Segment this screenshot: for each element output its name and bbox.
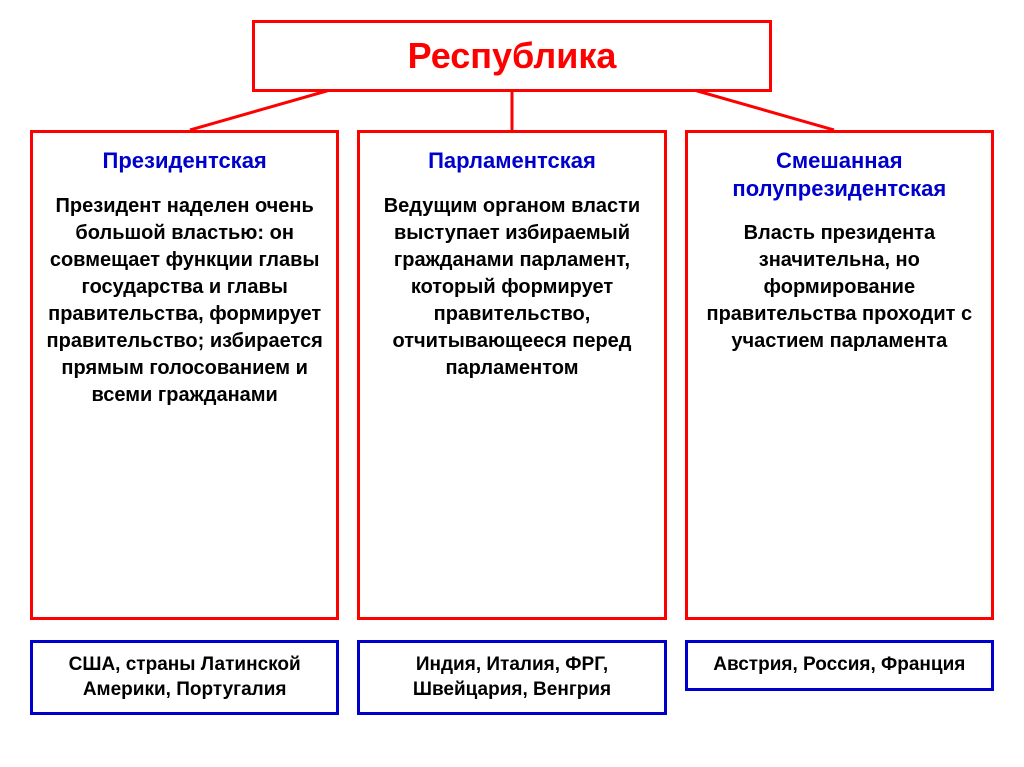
examples-box: Индия, Италия, ФРГ, Швейцария, Венгрия [357,640,666,715]
examples-text: США, страны Латинской Америки, Португали… [69,654,301,700]
column-description: Президент наделен очень большой властью:… [43,193,326,409]
column-mixed: Смешанная полупрезидентская Власть прези… [685,130,994,715]
column-description: Власть президента значительна, но формир… [698,220,981,355]
connector-lines [30,90,994,130]
column-heading: Президентская [43,147,326,175]
description-box: Парламентская Ведущим органом власти выс… [357,130,666,620]
columns-container: Президентская Президент наделен очень бо… [30,130,994,715]
column-parliamentary: Парламентская Ведущим органом власти выс… [357,130,666,715]
column-description: Ведущим органом власти выступает избирае… [370,193,653,382]
column-heading: Смешанная полупрезидентская [698,147,981,202]
description-box: Смешанная полупрезидентская Власть прези… [685,130,994,620]
examples-text: Австрия, Россия, Франция [713,654,965,675]
examples-box: США, страны Латинской Америки, Португали… [30,640,339,715]
column-heading: Парламентская [370,147,653,175]
examples-text: Индия, Италия, ФРГ, Швейцария, Венгрия [413,654,611,700]
examples-box: Австрия, Россия, Франция [685,640,994,691]
title-box: Республика [252,20,772,92]
column-presidential: Президентская Президент наделен очень бо… [30,130,339,715]
description-box: Президентская Президент наделен очень бо… [30,130,339,620]
diagram-title: Республика [408,35,617,76]
